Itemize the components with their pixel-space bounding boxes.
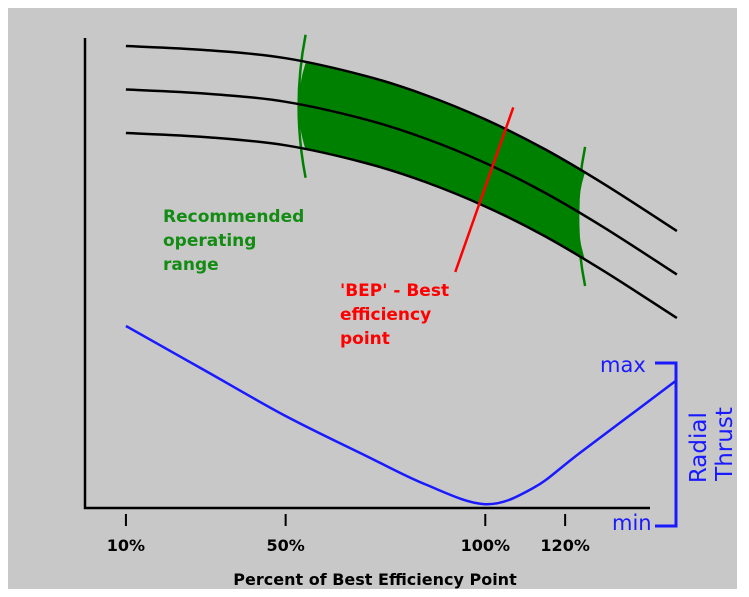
radial-thrust-title: Radial Thrust	[686, 405, 738, 483]
operating-range-label-line-2: operating	[163, 231, 256, 251]
bep-layer	[454, 107, 515, 273]
x-tick-layer: 10% 50% 100% 120%	[107, 514, 590, 555]
operating-range-label: Recommended operating range	[163, 207, 304, 275]
operating-range-label-line-3: range	[163, 255, 219, 275]
x-tick-label-1: 10%	[107, 536, 145, 555]
bep-label-line-2: efficiency	[340, 305, 431, 325]
radial-thrust-title-word-1: Radial	[686, 412, 712, 483]
x-axis-title: Percent of Best Efficiency Point	[233, 570, 517, 589]
operating-range-band	[298, 61, 586, 261]
operating-range-layer	[297, 34, 587, 287]
x-tick-label-3: 100%	[461, 536, 510, 555]
operating-range-left-bound	[297, 34, 307, 178]
x-tick-label-4: 120%	[540, 536, 589, 555]
pump-curve-3	[125, 131, 678, 320]
bep-label-line-3: point	[340, 329, 390, 349]
radial-thrust-layer	[125, 324, 678, 506]
operating-range-label-line-1: Recommended	[163, 207, 304, 227]
bep-label: 'BEP' - Best efficiency point	[340, 281, 449, 349]
thrust-min-label: min	[612, 511, 652, 535]
x-tick-label-2: 50%	[266, 536, 304, 555]
thrust-scale-bracket	[655, 361, 678, 528]
bep-line	[454, 107, 515, 273]
thrust-max-label: max	[600, 353, 646, 377]
radial-thrust-curve	[125, 324, 678, 506]
bep-label-line-1: 'BEP' - Best	[340, 281, 449, 301]
pump-curves-layer	[125, 44, 678, 320]
radial-thrust-title-word-2: Thrust	[712, 407, 738, 482]
pump-curve-2	[125, 88, 678, 276]
operating-range-right-bound	[576, 146, 587, 287]
pump-curve-1	[125, 44, 678, 233]
